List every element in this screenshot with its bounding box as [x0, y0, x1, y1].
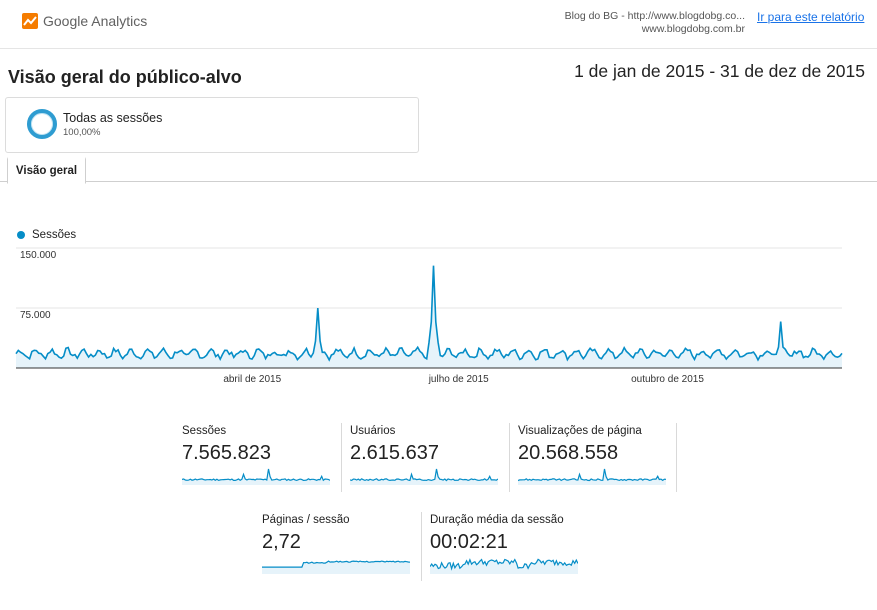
sparkline-area — [350, 469, 498, 485]
sessions-area — [16, 265, 842, 368]
sparkline-area — [518, 469, 666, 485]
metric-divider — [421, 512, 422, 581]
metric-sparkline — [262, 560, 410, 574]
legend-swatch — [17, 231, 25, 239]
sessions-chart[interactable]: 150.000 75.000 abril de 2015 julho de 2015 o… — [0, 240, 877, 390]
property-url: www.blogdobg.com.br — [641, 23, 745, 35]
metric-label: Usuários — [350, 425, 396, 437]
metric-label: Duração média da sessão — [430, 514, 564, 526]
metric-tile[interactable]: Visualizações de página 20.568.558 — [518, 425, 668, 487]
page-title: Visão geral do público-alvo — [8, 67, 242, 87]
sparkline-area — [182, 469, 330, 485]
y-tick-label: 75.000 — [20, 310, 51, 321]
app-header — [0, 0, 877, 49]
x-tick-label: abril de 2015 — [223, 374, 281, 385]
sparkline-area — [262, 561, 410, 574]
property-name: Blog do BG - http://www.blogdobg.co... — [564, 10, 745, 22]
sparkline-line — [430, 558, 578, 571]
sparkline-line — [182, 468, 330, 482]
segment-picker[interactable]: Todas as sessões 100,00% — [5, 97, 419, 153]
metric-value: 00:02:21 — [430, 531, 508, 553]
metric-label: Visualizações de página — [518, 425, 642, 437]
x-tick-label: outubro de 2015 — [631, 374, 704, 385]
metric-tile[interactable]: Páginas / sessão 2,72 — [262, 514, 412, 576]
metric-value: 20.568.558 — [518, 442, 619, 464]
segment-percent: 100,00% — [63, 127, 101, 138]
legend-label-sessions[interactable]: Sessões — [32, 229, 77, 241]
metric-value: 7.565.823 — [182, 442, 271, 464]
metric-divider — [676, 423, 677, 492]
sessions-line[interactable] — [15, 265, 843, 362]
metric-sparkline — [430, 558, 578, 574]
metric-tile[interactable]: Usuários 2.615.637 — [350, 425, 500, 487]
metric-sparkline — [350, 468, 498, 485]
metric-tile[interactable]: Sessões 7.565.823 — [182, 425, 332, 487]
metric-sparkline — [182, 468, 330, 485]
metric-divider — [341, 423, 342, 492]
analytics-logo-icon — [22, 13, 38, 29]
y-tick-label: 150.000 — [20, 250, 57, 261]
x-tick-label: julho de 2015 — [428, 374, 489, 385]
app-logo-text[interactable]: Google Analytics — [43, 13, 148, 29]
metric-tile[interactable]: Duração média da sessão 00:02:21 — [430, 514, 580, 576]
metric-divider — [509, 423, 510, 492]
metric-label: Sessões — [182, 425, 227, 437]
sparkline-line — [350, 468, 498, 482]
metric-label: Páginas / sessão — [262, 514, 350, 526]
metric-sparkline — [518, 468, 666, 485]
tab-bar-divider — [0, 181, 877, 182]
segment-donut-icon — [27, 109, 57, 139]
tab-overview[interactable]: Visão geral — [7, 157, 86, 184]
sparkline-line — [262, 560, 410, 568]
segment-name: Todas as sessões — [63, 111, 163, 125]
date-range-selector[interactable]: 1 de jan de 2015 - 31 de dez de 2015 — [574, 61, 865, 81]
metric-value: 2.615.637 — [350, 442, 439, 464]
go-to-report-link[interactable]: Ir para este relatório — [757, 10, 865, 24]
metric-value: 2,72 — [262, 531, 301, 553]
sparkline-line — [518, 468, 666, 482]
